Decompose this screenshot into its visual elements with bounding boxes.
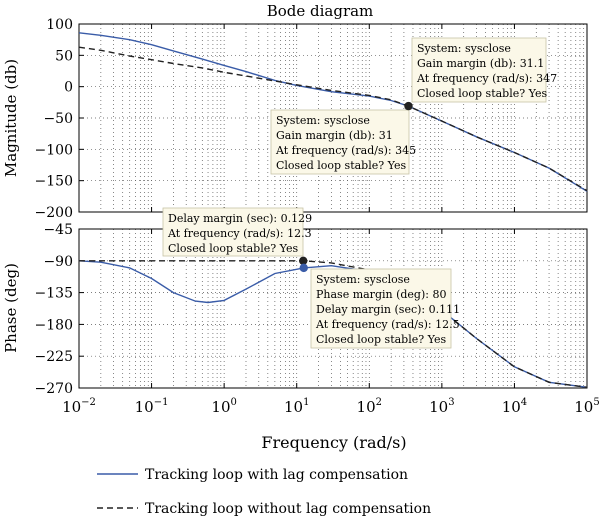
legend-label-series-2: Tracking loop without lag compensation [145, 501, 431, 517]
annotation-line: Closed loop stable? Yes [417, 87, 547, 100]
magnitude-ytick-label: −150 [35, 174, 73, 190]
magnitude-ytick-label: −200 [35, 205, 73, 221]
phase-axis-label: Phase (deg) [2, 263, 20, 353]
phase-ytick-label: −270 [35, 381, 73, 397]
phase-panel: −45 −90 −135 −180 −225 −270 Delay margin (sec)… [35, 207, 588, 397]
phase-ytick-label: −180 [35, 317, 73, 333]
annotation-box [411, 37, 547, 103]
x-tick-label: 100 [211, 397, 236, 416]
x-axis-label: Frequency (rad/s) [261, 433, 406, 452]
phase-ytick-label: −225 [35, 349, 73, 365]
annotation-box [310, 268, 452, 349]
phase-marker-1 [299, 256, 308, 265]
magnitude-series-2-line [78, 46, 588, 192]
x-tick-labels: 10−2 10−1 100 101 102 103 104 105 [62, 397, 600, 416]
x-tick-label: 104 [502, 397, 527, 416]
magnitude-ytick-label: 50 [55, 48, 73, 64]
annotation-line: At frequency (rad/s): 12.3 [167, 227, 312, 240]
magnitude-ytick-label: −50 [43, 111, 73, 127]
phase-ytick-label: −45 [43, 222, 73, 238]
annotation-line: At frequency (rad/s): 12.5 [315, 318, 460, 331]
annotation-line: Closed loop stable? Yes [316, 333, 446, 346]
annotation-line: Phase margin (deg): 80 [316, 288, 446, 301]
annotation-box [162, 207, 304, 257]
chart-title: Bode diagram [267, 2, 374, 20]
phase-ytick-label: −135 [35, 286, 73, 302]
phase-annotation-1: Delay margin (sec): 0.129 At frequency (r… [162, 207, 312, 257]
x-tick-label: 101 [284, 397, 309, 416]
magnitude-axis-label: Magnitude (db) [2, 59, 20, 177]
annotation-line: Closed loop stable? Yes [168, 242, 298, 255]
phase-ytick-label: −90 [43, 254, 73, 270]
annotation-line: System: sysclose [417, 42, 511, 55]
x-tick-label: 102 [357, 397, 382, 416]
phase-marker-2 [299, 263, 308, 273]
magnitude-ytick-label: 0 [64, 80, 73, 96]
annotation-line: Delay margin (sec): 0.111 [316, 303, 460, 316]
magnitude-marker-1 [404, 101, 413, 111]
annotation-box [270, 109, 410, 175]
annotation-line: At frequency (rad/s): 345 [275, 144, 416, 157]
x-tick-label: 10−2 [62, 397, 96, 416]
magnitude-annotation-2: System: sysclose Gain margin (db): 31 At f… [270, 109, 416, 175]
annotation-line: Closed loop stable? Yes [276, 159, 406, 172]
annotation-line: Gain margin (db): 31.1 [417, 57, 544, 70]
magnitude-ytick-label: −100 [35, 142, 73, 158]
magnitude-ytick-label: 100 [46, 17, 73, 33]
annotation-line: At frequency (rad/s): 347 [416, 72, 557, 85]
annotation-line: Delay margin (sec): 0.129 [168, 212, 312, 225]
annotation-line: System: sysclose [276, 114, 370, 127]
legend: Tracking loop with lag compensation Trac… [97, 467, 431, 517]
annotation-line: Gain margin (db): 31 [276, 129, 393, 142]
x-tick-label: 10−1 [135, 397, 169, 416]
magnitude-panel: 100 50 0 −50 −100 −150 −200 System: sysclose Gai… [35, 17, 588, 221]
annotation-line: System: sysclose [316, 273, 410, 286]
phase-series-1-line [78, 260, 588, 388]
phase-annotation-2: System: sysclose Phase margin (deg): 80 De… [310, 268, 460, 349]
x-tick-label: 105 [574, 397, 599, 416]
x-tick-label: 103 [429, 397, 454, 416]
phase-frame [78, 228, 588, 389]
legend-label-series-1: Tracking loop with lag compensation [145, 467, 408, 483]
magnitude-annotation-1: System: sysclose Gain margin (db): 31.1 At… [411, 37, 557, 103]
